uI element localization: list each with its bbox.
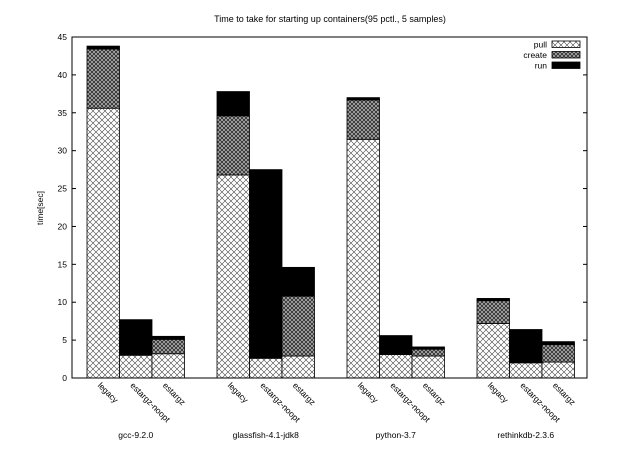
category-label: legacy <box>226 380 251 405</box>
y-tick-label: 15 <box>58 259 68 269</box>
bar-segment-create <box>151 338 185 355</box>
bar-segment-pull <box>411 355 445 379</box>
bar-segment-run <box>281 266 315 297</box>
category-label: legacy <box>356 380 381 405</box>
y-tick-label: 30 <box>58 146 68 156</box>
bar-segment-pull <box>86 107 120 379</box>
bar-segment-run <box>379 335 413 355</box>
category-label: estargz <box>421 380 448 407</box>
y-tick-label: 10 <box>58 297 68 307</box>
y-tick-label: 25 <box>58 184 68 194</box>
bar-segment-run <box>476 298 510 302</box>
bar-segment-pull <box>379 354 413 379</box>
bar-segment-create <box>346 99 380 140</box>
bar-segment-create <box>541 344 575 363</box>
chart-title: Time to take for starting up containers(… <box>214 14 446 24</box>
bar-segment-run <box>86 45 120 50</box>
legend-label-pull: pull <box>534 40 547 50</box>
y-tick-label: 0 <box>62 373 67 383</box>
group-label: rethinkdb-2.3.6 <box>497 430 554 440</box>
legend-label-create: create <box>523 50 547 60</box>
legend-swatch-create <box>551 51 581 59</box>
bar-segment-run <box>151 335 185 340</box>
category-label: legacy <box>96 380 121 405</box>
category-label: estargz <box>161 380 188 407</box>
group-label: glassfish-4.1-jdk8 <box>233 430 299 440</box>
category-label: estargz <box>291 380 318 407</box>
legend-swatch-run <box>551 61 581 69</box>
y-tick-label: 35 <box>58 108 68 118</box>
category-labels: legacy estargz-nooptestargzgcc-9.2.0legac… <box>96 380 578 440</box>
bar-segment-pull <box>119 354 153 379</box>
bar-segment-create <box>86 48 120 109</box>
bar-segment-run <box>346 97 380 101</box>
bar-segment-run <box>216 91 250 117</box>
bar-segment-run <box>249 169 283 358</box>
bar-segment-pull <box>151 353 185 379</box>
bar-segment-create <box>476 300 510 324</box>
category-label: legacy <box>486 380 511 405</box>
y-axis: 0 5 10 15 20 25 30 35 40 45 <box>58 32 587 383</box>
plot-area <box>86 45 575 379</box>
legend-label-run: run <box>535 61 548 71</box>
bar-segment-pull <box>346 138 380 379</box>
bar-segment-run <box>509 329 543 363</box>
y-tick-label: 20 <box>58 221 68 231</box>
bar-segment-create <box>411 348 445 357</box>
y-tick-label: 40 <box>58 70 68 80</box>
legend-swatch-pull <box>551 40 581 48</box>
group-label: gcc-9.2.0 <box>118 430 153 440</box>
bar-segment-pull <box>541 361 575 379</box>
bar-segment-create <box>281 295 315 357</box>
bar-segment-run <box>411 346 445 350</box>
category-label: estargz <box>551 380 578 407</box>
group-label: python-3.7 <box>376 430 416 440</box>
y-axis-label: time[sec] <box>35 191 45 225</box>
plot-frame <box>71 36 588 379</box>
bar-segment-pull <box>476 323 510 379</box>
bar-segment-pull <box>249 357 283 379</box>
y-tick-label: 5 <box>62 335 67 345</box>
bar-segment-pull <box>509 362 543 379</box>
bar-segment-run <box>119 319 153 355</box>
bar-segment-pull <box>281 355 315 379</box>
bar-segment-run <box>541 341 575 346</box>
y-tick-label: 45 <box>58 32 68 42</box>
bar-segment-pull <box>216 174 250 379</box>
bar-segment-create <box>216 115 250 176</box>
